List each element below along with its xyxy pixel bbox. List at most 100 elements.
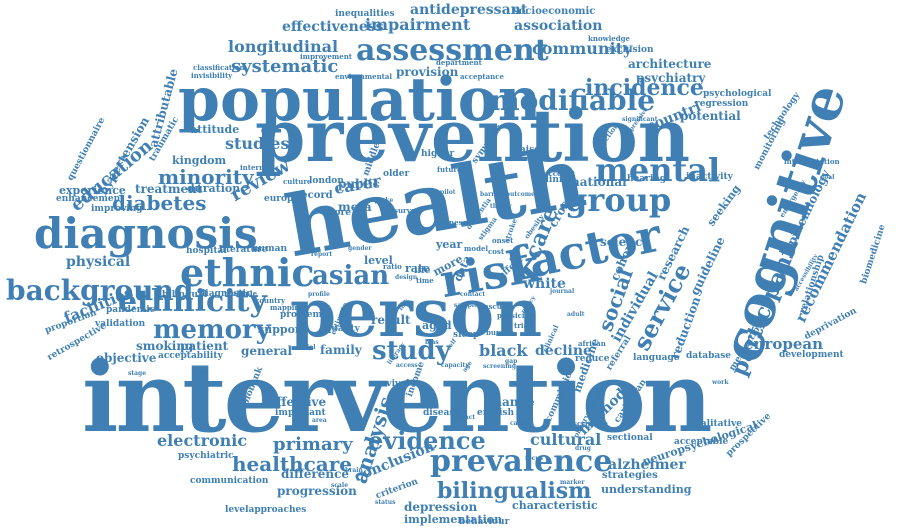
- word: onset: [492, 236, 514, 245]
- word: public: [338, 177, 380, 191]
- word: department: [436, 58, 482, 67]
- word: black: [479, 341, 528, 360]
- word: qualitative: [688, 419, 743, 429]
- word: change: [486, 395, 535, 409]
- word: chinese: [437, 218, 467, 227]
- word: improving: [91, 204, 143, 214]
- word: sleep: [453, 330, 480, 340]
- word: european: [744, 335, 824, 353]
- word: cultural: [530, 430, 602, 449]
- word: prescription: [560, 419, 609, 428]
- word: socioeconomic: [513, 6, 596, 17]
- word: biomedicine: [859, 223, 888, 286]
- word: prevention: [255, 93, 691, 178]
- word: knowledge: [588, 34, 630, 43]
- word: psychiatry: [636, 71, 706, 85]
- word: account: [544, 169, 576, 178]
- word: adult: [567, 311, 585, 318]
- word: diagnosis: [34, 209, 258, 258]
- word: europe: [264, 194, 300, 204]
- word: social: [296, 344, 316, 351]
- word: strategies: [602, 470, 658, 481]
- word: primary: [273, 434, 353, 455]
- word: problem: [280, 310, 322, 320]
- word: validation: [95, 319, 146, 329]
- word: gender: [348, 245, 372, 252]
- word: liaison: [513, 145, 547, 155]
- word: kingdom: [172, 154, 227, 167]
- word: pandemic: [106, 305, 156, 315]
- word: trend: [408, 403, 427, 410]
- word: profile: [308, 291, 330, 298]
- word: population: [178, 65, 542, 135]
- word: asian: [312, 261, 390, 291]
- word: barrier: [480, 191, 504, 198]
- word: exclusion: [606, 45, 654, 55]
- word: white: [523, 276, 566, 292]
- word: ethnicity: [118, 284, 267, 319]
- word: difference: [281, 467, 350, 481]
- word: inactivity: [686, 172, 733, 182]
- word: architecture: [628, 57, 712, 71]
- word: sectional: [607, 433, 653, 443]
- word: background: [6, 274, 194, 307]
- word: invisibility: [191, 71, 233, 80]
- word: effectiveness: [282, 19, 384, 35]
- word: sample: [454, 302, 478, 309]
- word: journal: [550, 288, 575, 295]
- word: london: [309, 176, 344, 186]
- word: aged: [422, 319, 452, 332]
- word: regression: [695, 99, 749, 109]
- word: assessment: [356, 33, 549, 68]
- word: criterion: [374, 476, 420, 502]
- word: longitudinal: [228, 37, 339, 56]
- word: english: [477, 408, 515, 418]
- word: rate: [405, 262, 431, 275]
- word: african: [578, 339, 606, 348]
- word: language: [633, 353, 680, 363]
- word: screening: [483, 363, 517, 370]
- word: healthcare: [232, 452, 352, 476]
- word: cost: [488, 247, 505, 256]
- word: drug: [575, 445, 591, 452]
- word: development: [779, 350, 844, 360]
- word: acceptable: [674, 437, 729, 447]
- word: reduce: [575, 354, 610, 364]
- word: provision: [396, 65, 459, 79]
- word: meta: [338, 200, 372, 214]
- word: future: [437, 165, 462, 174]
- word: acceptability: [158, 351, 223, 361]
- word: impact: [452, 414, 476, 421]
- word: hearing: [627, 174, 667, 184]
- word: group: [565, 181, 672, 219]
- word: ratio: [383, 262, 402, 271]
- word: inequalities: [335, 9, 395, 19]
- word: vascular: [480, 302, 513, 311]
- word: support: [258, 323, 306, 336]
- word: physician: [497, 311, 535, 320]
- word: smoking: [136, 339, 194, 353]
- word: culture: [283, 177, 312, 186]
- word: brain: [345, 467, 363, 474]
- word: mapping: [270, 303, 305, 312]
- word: alzheimer: [608, 457, 686, 473]
- word: incidence: [585, 75, 704, 101]
- word: stage: [128, 370, 147, 377]
- word: internal: [240, 163, 272, 172]
- word: studies: [225, 134, 290, 153]
- word: behaviour: [459, 517, 510, 527]
- word: antidepressant: [410, 2, 528, 18]
- word: result: [371, 313, 411, 327]
- word: seeking: [704, 182, 744, 229]
- word: scale: [331, 482, 349, 489]
- word: survey: [394, 206, 420, 215]
- word: level: [364, 254, 393, 267]
- word: hospital: [186, 246, 227, 256]
- word: gap: [505, 358, 518, 365]
- word: understanding: [601, 483, 692, 496]
- word: database: [686, 351, 732, 361]
- word: community: [532, 39, 633, 58]
- word: uptake: [370, 197, 394, 204]
- word: science: [600, 235, 650, 249]
- word: objective: [96, 351, 157, 365]
